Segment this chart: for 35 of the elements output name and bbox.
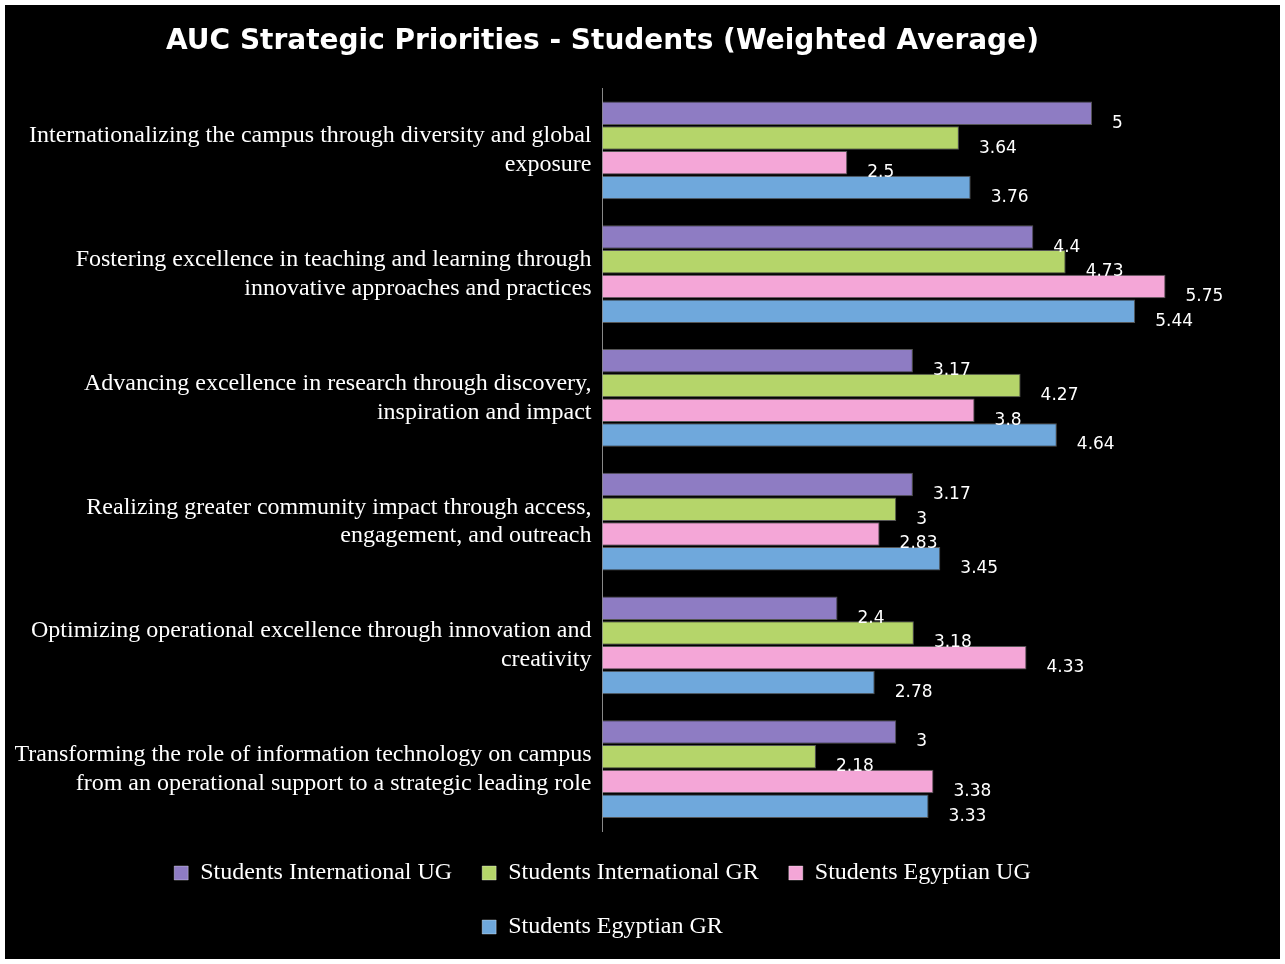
y-tick-label: Realizing greater community impact through access, engagement, and outreach [86,492,592,548]
y-tick-label: Advancing excellence in research through discovery, inspiration and impact [83,368,592,424]
data-label: 4.33 [1046,656,1085,677]
y-tick-label: Internationalizing the campus through diversity and global exposure [28,121,592,177]
legend-label: Students International UG [200,858,453,885]
y-tick-label: Fostering excellence in teaching and learning through innovative approaches and practices [75,245,592,300]
data-label: 3.76 [990,186,1029,207]
y-tick-label: Transforming the role of information technology on campus from an operational support to a strategic leading role [14,740,592,795]
data-label: 3 [916,507,928,528]
legend-label: Students International GR [508,858,759,885]
data-label: 4.73 [1085,260,1124,281]
data-label: 2.18 [835,755,874,776]
data-label: 3.17 [932,359,971,380]
data-label: 4.4 [1053,235,1081,256]
legend-label: Students Egyptian GR [508,912,723,939]
data-label: 2.4 [857,606,885,627]
data-label: 3.45 [960,557,999,578]
data-label: 4.27 [1040,383,1079,404]
data-label: 5.44 [1155,309,1194,330]
data-label: 3.18 [933,631,972,652]
data-label: 2.5 [867,161,895,182]
data-label: 3 [916,730,928,751]
data-label: 2.78 [894,680,933,701]
data-label: 3.8 [994,408,1022,429]
data-label: 5.75 [1185,285,1224,305]
data-label: 3.33 [948,804,987,825]
data-label: 4.64 [1076,433,1115,454]
legend-label: Students Egyptian UG [814,858,1031,885]
data-label: 3.64 [978,136,1017,157]
y-tick-label: Optimizing operational excellence through innovation and creativity [31,616,592,672]
chart-title: AUC Strategic Priorities - Students (Weighted Average) [166,23,1039,57]
data-label: 3.38 [953,779,992,800]
data-label: 5 [1112,111,1123,132]
data-label: 2.83 [899,532,938,553]
data-label: 3.17 [932,482,971,503]
